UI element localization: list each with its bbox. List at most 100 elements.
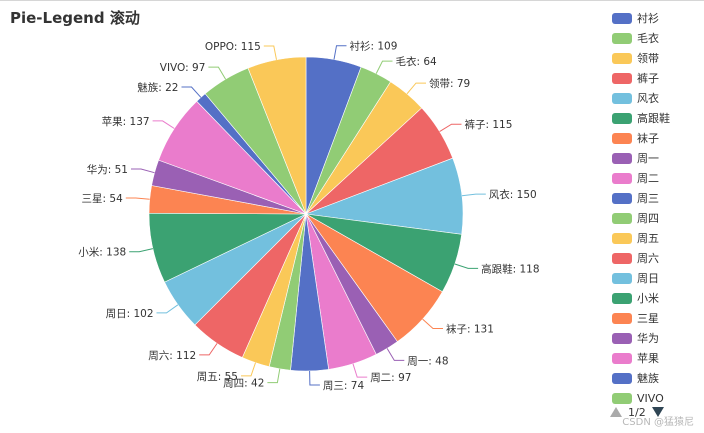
- legend-label: 裤子: [637, 72, 659, 85]
- slice-label: OPPO: 115: [205, 41, 261, 53]
- slice-label: 高跟鞋: 118: [481, 262, 539, 275]
- slice-label: 周五: 55: [197, 371, 238, 383]
- legend-pager: 1/2: [610, 404, 680, 420]
- legend-swatch: [612, 252, 632, 264]
- legend-item[interactable]: 毛衣: [612, 28, 704, 48]
- legend-item[interactable]: 领带: [612, 48, 704, 68]
- slice-label: VIVO: 97: [160, 62, 206, 74]
- legend-label: 三星: [637, 312, 659, 325]
- legend-swatch: [612, 392, 632, 404]
- legend-next-icon[interactable]: [651, 407, 664, 417]
- legend-swatch: [612, 372, 632, 384]
- slice-label: 周二: 97: [370, 372, 411, 384]
- slice-label: 华为: 51: [87, 163, 128, 176]
- legend-label: 周五: [637, 232, 659, 245]
- slice-label: 周六: 112: [148, 350, 196, 362]
- label-leader-line: [199, 343, 218, 356]
- top-divider: [0, 0, 704, 1]
- legend-swatch: [612, 92, 632, 104]
- legend-swatch: [612, 52, 632, 64]
- label-leader-line: [152, 120, 175, 129]
- legend-item[interactable]: 周三: [612, 188, 704, 208]
- legend-item[interactable]: 袜子: [612, 128, 704, 148]
- legend-item[interactable]: 周二: [612, 168, 704, 188]
- legend-item[interactable]: 小米: [612, 288, 704, 308]
- slice-label: 周三: 74: [323, 380, 365, 392]
- legend-item[interactable]: 裤子: [612, 68, 704, 88]
- legend-swatch: [612, 112, 632, 124]
- legend-item[interactable]: 苹果: [612, 348, 704, 368]
- legend: 衬衫毛衣领带裤子风衣高跟鞋袜子周一周二周三周四周五周六周日小米三星华为苹果魅族 V…: [612, 8, 704, 408]
- chart-title: Pie-Legend 滚动: [10, 9, 140, 27]
- label-leader-line: [422, 318, 443, 329]
- legend-swatch: [612, 352, 632, 364]
- legend-item[interactable]: VIVO: [612, 388, 704, 408]
- legend-swatch: [612, 152, 632, 164]
- label-leader-line: [439, 123, 462, 133]
- slice-label: 周一: 48: [407, 355, 448, 367]
- label-leader-line: [241, 362, 256, 377]
- slice-label: 苹果: 137: [102, 115, 150, 128]
- label-leader-line: [406, 82, 426, 95]
- label-leader-line: [461, 193, 486, 197]
- legend-label: 袜子: [637, 132, 659, 145]
- slice-label: 小米: 138: [78, 246, 126, 259]
- legend-item[interactable]: 周六: [612, 248, 704, 268]
- legend-item[interactable]: 周一: [612, 148, 704, 168]
- legend-label: 苹果: [637, 352, 659, 365]
- legend-swatch: [612, 72, 632, 84]
- slice-label: 三星: 54: [82, 193, 124, 205]
- legend-swatch: [612, 232, 632, 244]
- slice-label: 周四: 42: [223, 378, 264, 390]
- legend-item[interactable]: 华为: [612, 328, 704, 348]
- legend-label: 衬衫: [637, 12, 659, 25]
- legend-swatch: [612, 292, 632, 304]
- label-leader-line: [125, 197, 150, 200]
- label-leader-line: [208, 66, 227, 80]
- legend-item[interactable]: 周日: [612, 268, 704, 288]
- legend-swatch: [612, 272, 632, 284]
- label-leader-line: [156, 304, 179, 314]
- label-leader-line: [309, 370, 320, 386]
- legend-label: 高跟鞋: [637, 112, 670, 125]
- label-leader-line: [386, 348, 405, 361]
- legend-label: 领带: [637, 52, 659, 65]
- label-leader-line: [267, 368, 281, 384]
- legend-label: 周三: [637, 192, 659, 205]
- legend-item[interactable]: 高跟鞋: [612, 108, 704, 128]
- label-leader-line: [352, 363, 368, 378]
- legend-item[interactable]: 周四: [612, 208, 704, 228]
- legend-label: 小米: [637, 292, 659, 305]
- label-leader-line: [263, 45, 277, 60]
- legend-item[interactable]: 风衣: [612, 88, 704, 108]
- slice-label: 袜子: 131: [446, 323, 494, 336]
- legend-prev-icon[interactable]: [610, 407, 622, 417]
- legend-swatch: [612, 12, 632, 24]
- legend-swatch: [612, 212, 632, 224]
- slice-label: 毛衣: 64: [396, 55, 438, 68]
- legend-swatch: [612, 32, 632, 44]
- legend-swatch: [612, 332, 632, 344]
- legend-label: 周四: [637, 212, 659, 225]
- legend-item[interactable]: 魅族: [612, 368, 704, 388]
- label-leader-line: [333, 45, 347, 60]
- legend-label: 风衣: [637, 92, 659, 105]
- label-leader-line: [375, 60, 393, 74]
- slice-label: 领带: 79: [429, 77, 470, 90]
- legend-label: 周六: [637, 252, 659, 265]
- label-leader-line: [131, 168, 155, 174]
- legend-swatch: [612, 132, 632, 144]
- legend-label: VIVO: [637, 391, 664, 405]
- slice-label: 衬衫: 109: [350, 40, 398, 53]
- slice-label: 风衣: 150: [489, 188, 537, 201]
- slice-label: 裤子: 115: [465, 118, 513, 131]
- legend-item[interactable]: 三星: [612, 308, 704, 328]
- slice-label: 周日: 102: [106, 308, 154, 320]
- legend-swatch: [612, 312, 632, 324]
- watermark: CSDN @猛猿尼: [622, 417, 694, 428]
- legend-item[interactable]: 衬衫: [612, 8, 704, 28]
- label-leader-line: [129, 248, 154, 253]
- legend-label: 周一: [637, 152, 659, 165]
- legend-item[interactable]: 周五: [612, 228, 704, 248]
